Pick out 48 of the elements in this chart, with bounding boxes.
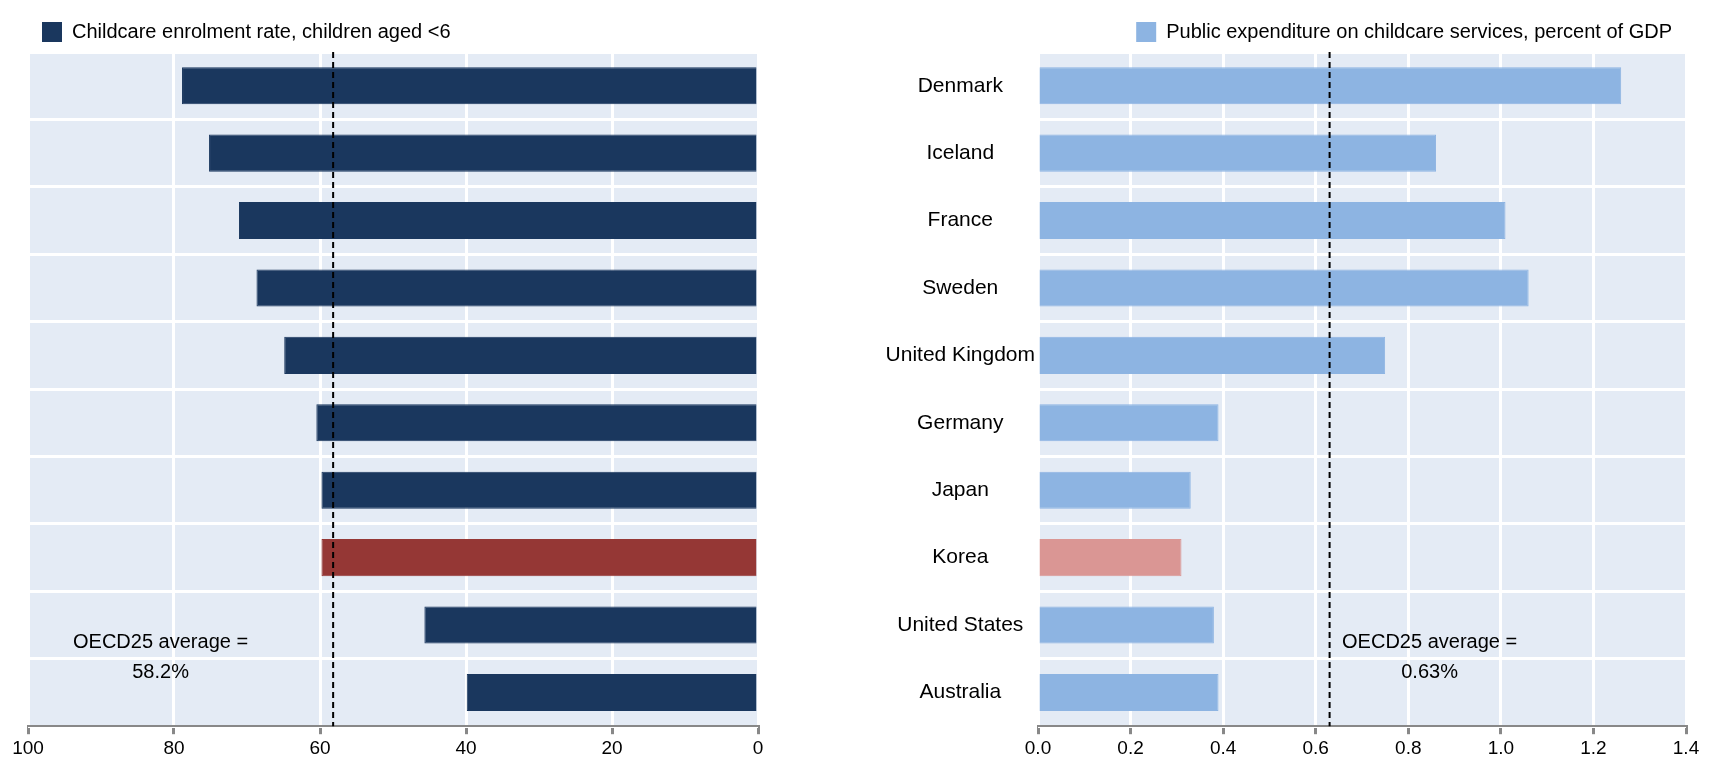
x-tick-label: 100 <box>12 736 44 758</box>
bar <box>1039 269 1529 307</box>
bar <box>1039 539 1182 577</box>
x-tick-label: 1.4 <box>1672 736 1700 758</box>
y-tick-label: Korea <box>932 544 989 568</box>
y-tick-label: Sweden <box>922 274 999 298</box>
ref-line-label: OECD25 average = 0.63% <box>1342 630 1518 683</box>
bar <box>1039 471 1191 509</box>
bar <box>1039 336 1386 374</box>
y-tick-label: Iceland <box>926 139 995 163</box>
bar <box>238 202 757 240</box>
bar <box>316 404 757 442</box>
bar <box>1039 673 1219 712</box>
bar <box>182 67 757 105</box>
bar <box>466 673 757 712</box>
ref-line-label: OECD25 average = 58.2% <box>73 630 249 683</box>
bar <box>284 336 757 374</box>
x-tick-label: 0.0 <box>1024 736 1052 758</box>
x-tick-label: 1.0 <box>1487 736 1515 758</box>
bar <box>256 269 757 307</box>
y-tick-label: Denmark <box>917 72 1004 96</box>
x-tick-label: 60 <box>309 736 331 758</box>
x-tick-label: 80 <box>163 736 185 758</box>
x-tick-label: 0.6 <box>1302 736 1329 758</box>
bar <box>209 134 757 172</box>
y-tick-label: United States <box>897 611 1024 635</box>
x-tick-label: 0 <box>752 736 764 758</box>
x-tick-label: 1.2 <box>1580 736 1607 758</box>
y-tick-label: Australia <box>919 679 1002 703</box>
y-tick-label: Germany <box>917 409 1004 433</box>
legend-label: Public expenditure on childcare services, percent of GDP <box>1166 19 1672 42</box>
bar <box>1039 134 1437 172</box>
legend-label: Childcare enrolment rate, children aged <6 <box>72 19 451 42</box>
bar <box>321 539 757 577</box>
y-tick-label: Japan <box>931 477 989 501</box>
x-tick-label: 40 <box>455 736 477 758</box>
bar <box>1039 67 1622 105</box>
bar <box>1039 202 1506 240</box>
bar <box>1039 606 1214 644</box>
x-tick-label: 20 <box>601 736 623 758</box>
bar <box>321 471 757 509</box>
bar <box>1039 404 1219 442</box>
y-tick-label: France <box>927 207 993 231</box>
y-tick-label: United Kingdom <box>885 342 1035 366</box>
x-tick-label: 0.8 <box>1395 736 1422 758</box>
x-tick-label: 0.4 <box>1209 736 1237 758</box>
x-tick-label: 0.2 <box>1117 736 1144 758</box>
bar <box>424 606 757 644</box>
